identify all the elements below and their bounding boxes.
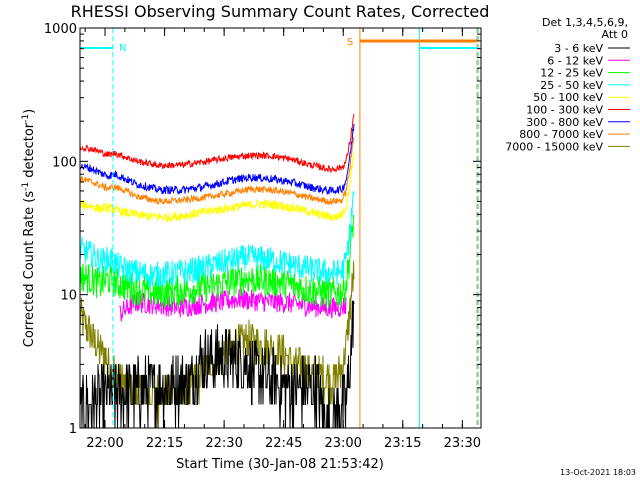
series-line-s8 [79, 136, 355, 206]
chart-title: RHESSI Observing Summary Count Rates, Co… [71, 2, 490, 21]
y-tick-label: 1 [69, 422, 77, 437]
legend-label: 50 - 100 keV [533, 91, 603, 104]
x-tick-label: 22:30 [205, 436, 242, 451]
x-tick-label: 22:45 [265, 436, 302, 451]
y-tick-label: 1000 [44, 22, 77, 37]
legend-label: 25 - 50 keV [540, 79, 603, 92]
legend-header-attenuator: Att 0 [602, 28, 628, 41]
legend-label: 100 - 300 keV [526, 104, 603, 117]
date-stamp: 13-Oct-2021 18:03 [560, 468, 636, 477]
x-tick-label: 23:15 [384, 436, 421, 451]
legend-label: 12 - 25 keV [540, 67, 603, 80]
x-tick-label: 23:00 [324, 436, 361, 451]
y-axis-label: Corrected Count Rate (s-1 detector-1) [21, 109, 37, 347]
plot-frame [79, 27, 482, 429]
y-axis: 1 10 100 1000 [44, 22, 481, 437]
x-axis: 22:00 22:15 22:30 22:45 23:00 23:15 23:30 [84, 28, 481, 451]
legend-header-detectors: Det 1,3,4,5,6,9, [542, 16, 628, 29]
series-line-s7 [79, 123, 355, 195]
night-marker: N [119, 43, 126, 54]
y-tick-label: 100 [52, 155, 77, 170]
x-tick-label: 23:30 [444, 436, 481, 451]
series-line-s6 [79, 113, 355, 174]
series-line-s3 [79, 214, 355, 309]
legend-label: 800 - 7000 keV [519, 128, 603, 141]
legend-label: 7000 - 15000 keV [505, 140, 603, 153]
series-line-s2 [119, 288, 347, 322]
x-axis-label: Start Time (30-Jan-08 21:53:42) [176, 457, 384, 472]
legend-label: 6 - 12 keV [547, 54, 603, 67]
legend-label: 3 - 6 keV [554, 42, 603, 55]
series-line-s1 [79, 300, 355, 429]
legend-label: 300 - 800 keV [526, 116, 603, 129]
y-tick-label: 10 [60, 289, 77, 304]
x-tick-label: 22:00 [86, 436, 123, 451]
series-line-s4 [79, 191, 355, 288]
saa-marker: S [347, 37, 353, 48]
x-tick-label: 22:15 [146, 436, 183, 451]
series-line-s5 [79, 152, 355, 224]
marker-layer: NS [79, 28, 479, 428]
series-layer [79, 113, 355, 429]
